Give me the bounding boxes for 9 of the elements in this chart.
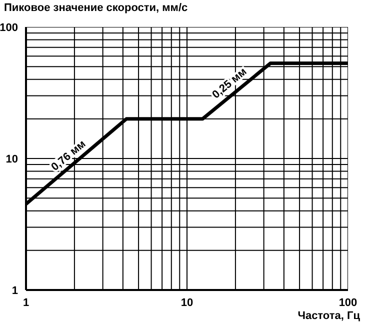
- annotation: 0,25 мм: [210, 66, 250, 102]
- y-tick-label: 1: [12, 284, 18, 297]
- y-axis-title: Пиковое значение скорости, мм/с: [4, 2, 188, 14]
- y-tick-label: 10: [6, 153, 18, 166]
- x-axis-title: Частота, Гц: [298, 310, 360, 322]
- x-tick-label: 100: [338, 296, 358, 309]
- x-tick-label: 10: [180, 296, 194, 309]
- x-tick-label: 1: [22, 296, 30, 309]
- y-tick-label: 100: [0, 22, 18, 34]
